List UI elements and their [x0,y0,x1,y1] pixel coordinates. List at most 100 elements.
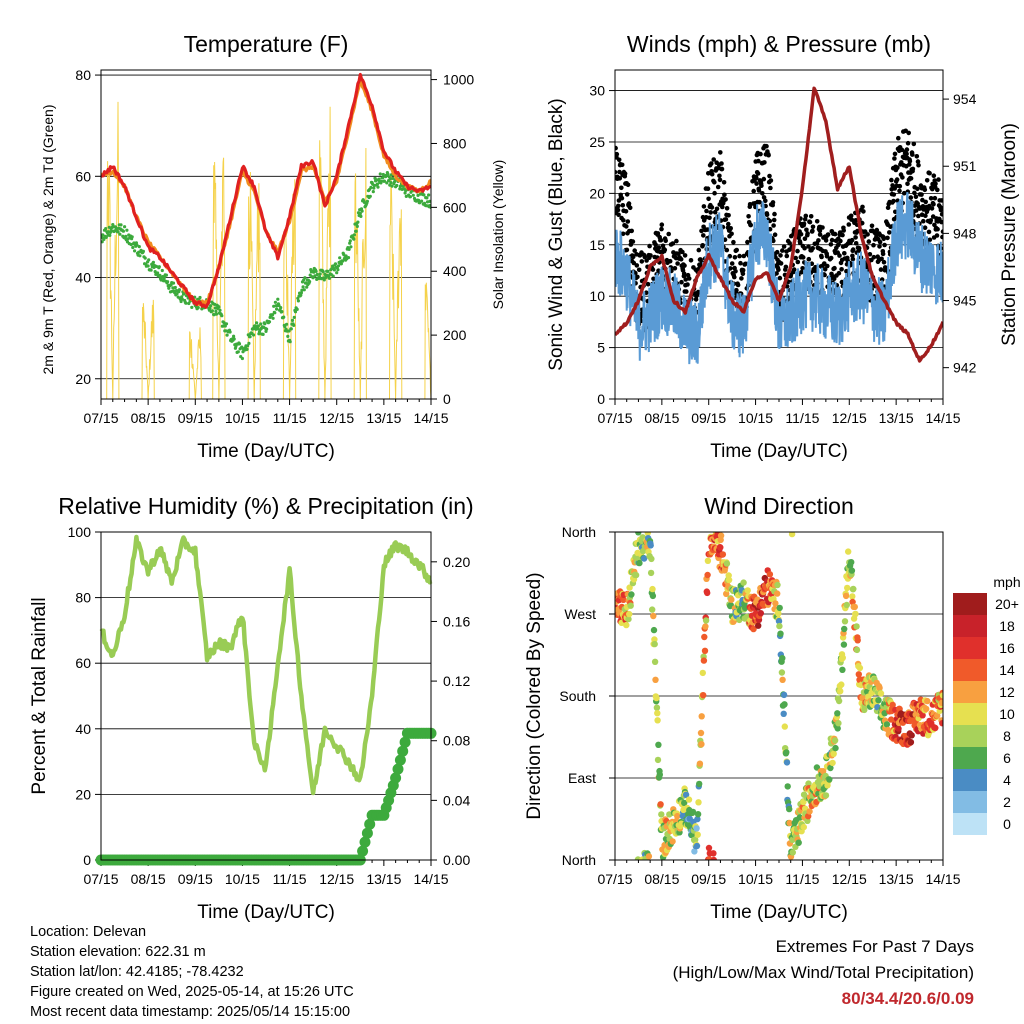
direction-point [939,692,943,699]
gust-point [806,256,812,262]
gust-point [853,235,858,240]
dewpoint-point [218,308,222,312]
dewpoint-point [213,302,217,306]
colorbar-label: 18 [999,618,1015,634]
gust-point [727,253,733,259]
direction-point [623,621,630,629]
colorbar-swatch [953,769,987,791]
gust-point [915,201,920,206]
direction-point [701,647,709,654]
direction-point [644,532,651,536]
direction-point [694,815,701,823]
direction-point [693,842,701,850]
gust-point [901,190,907,196]
dewpoint-point [422,193,426,197]
plot-border [614,531,944,861]
gust-point [709,205,715,210]
gust-point [768,185,773,191]
direction-point [626,610,633,618]
y-tick-label: West [564,606,596,622]
gust-point [621,218,626,223]
x-tick-label: 11/15 [273,410,307,426]
y-tick-label: South [559,688,596,704]
gust-point [676,251,681,257]
gust-point [795,259,801,265]
direction-point [641,555,648,562]
dewpoint-point [208,306,212,310]
gust-point [787,241,792,246]
chart-title: Relative Humidity (%) & Precipitation (i… [58,493,473,519]
direction-point [701,633,708,641]
gust-point [724,206,730,211]
gust-point [721,180,727,185]
direction-point [924,697,931,705]
dewpoint-point [101,240,104,244]
gust-point [620,203,626,208]
dewpoint-point [146,264,150,268]
gust-point [667,258,673,264]
direction-point [694,811,702,818]
gust-point [905,181,910,187]
direction-point [795,839,802,846]
direction-point [850,585,857,593]
direction-point [805,780,812,787]
gust-point [869,223,875,229]
gust-point [719,166,725,172]
gust-point [831,276,837,282]
direction-point [835,697,843,705]
gust-point [927,170,932,176]
direction-point [788,532,796,538]
direction-point [834,710,841,717]
gust-point [772,211,777,217]
direction-point [854,637,861,644]
gust-point [759,183,764,188]
gust-point [620,231,626,237]
x-tick-label: 12/15 [319,410,354,426]
gust-point [881,259,887,265]
gust-point [929,206,935,211]
gust-point [709,171,715,177]
dewpoint-point [130,235,134,239]
dewpoint-point [333,262,338,266]
direction-point [883,721,891,728]
gust-point [906,130,911,136]
direction-point [839,654,846,661]
plot-area [95,534,437,866]
dewpoint-point [313,274,317,278]
gust-point [642,254,648,260]
dewpoint-point [153,270,157,274]
gust-point [904,151,909,157]
location-text: Location: Delevan [30,924,147,940]
y2-tick-label: 800 [443,135,467,151]
direction-point [674,812,681,820]
direction-point [704,571,711,579]
dewpoint-point [196,306,200,310]
dewpoint-point [375,182,379,186]
colorbar-unit: mph [993,574,1020,590]
dewpoint-point [336,268,340,272]
gust-point [728,226,733,231]
dewpoint-point [273,300,277,304]
direction-point [840,641,848,648]
gust-point [738,260,743,266]
direction-point [796,814,803,821]
direction-point [654,710,661,717]
dewpoint-point [395,183,399,188]
gust-point [910,166,916,172]
gust-point [842,251,847,256]
direction-point [830,750,837,757]
direction-point [839,666,846,673]
gust-point [813,264,818,270]
direction-point [741,604,749,612]
gust-point [819,254,824,260]
x-tick-label: 13/15 [366,410,401,426]
direction-point [843,601,850,609]
gust-point [850,256,856,262]
y2-tick-label: 948 [953,225,977,241]
gust-point [629,228,634,234]
latlon-text: Station lat/lon: 42.4185; -78.4232 [30,964,244,980]
x-tick-label: 10/15 [225,871,260,887]
gust-point [672,266,678,271]
gust-point [627,205,633,211]
dewpoint-point [331,274,335,278]
